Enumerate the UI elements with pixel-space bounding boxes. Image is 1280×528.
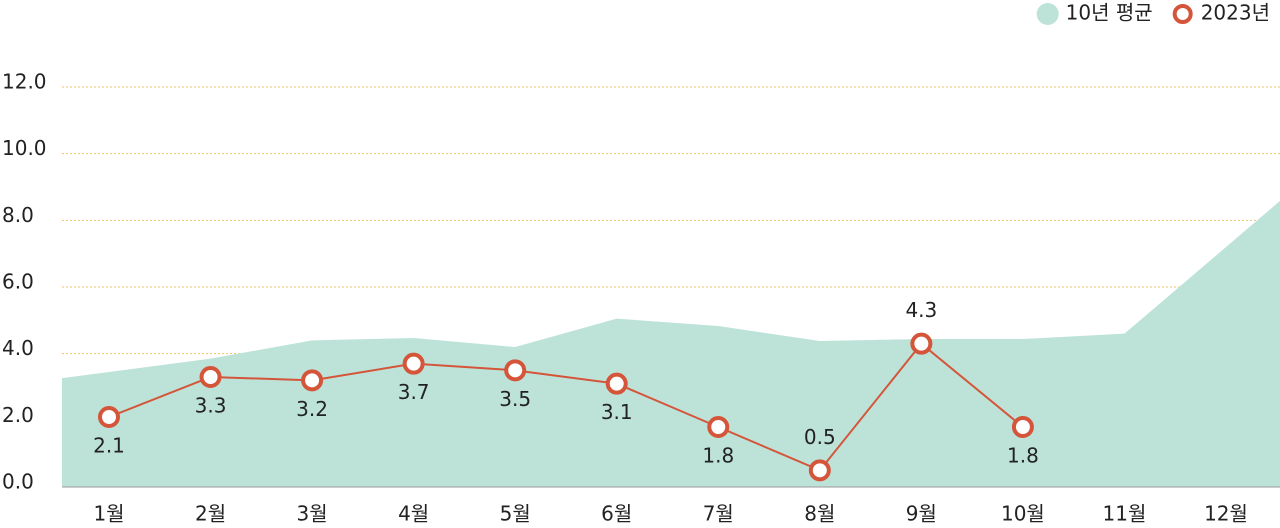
x-tick-label: 3월 bbox=[297, 502, 328, 526]
y-tick-label: 12.0 bbox=[2, 70, 47, 94]
point bbox=[605, 372, 628, 395]
x-tick-label: 11월 bbox=[1103, 502, 1147, 526]
data-label: 3.7 bbox=[398, 380, 430, 404]
x-tick-label: 1월 bbox=[93, 502, 124, 526]
legend-label: 2023년 bbox=[1201, 1, 1270, 25]
x-tick-label: 10월 bbox=[1001, 502, 1045, 526]
x-tick-label: 8월 bbox=[804, 502, 835, 526]
data-label: 1.8 bbox=[1007, 444, 1039, 468]
data-label: 3.2 bbox=[296, 397, 328, 421]
point bbox=[98, 406, 120, 428]
data-label: 3.5 bbox=[499, 387, 531, 411]
point bbox=[301, 369, 324, 392]
y-tick-label: 0.0 bbox=[2, 470, 34, 494]
data-label: 1.8 bbox=[702, 444, 734, 468]
point bbox=[808, 459, 831, 482]
legend-label: 10년 평균 bbox=[1066, 1, 1153, 25]
data-label: 4.3 bbox=[905, 298, 937, 322]
point bbox=[504, 359, 527, 382]
data-label: 3.1 bbox=[601, 400, 633, 424]
line bbox=[108, 342, 1024, 472]
y-tick-label: 8.0 bbox=[2, 203, 34, 227]
point bbox=[707, 416, 730, 438]
legend-swatch bbox=[1036, 3, 1059, 25]
point bbox=[910, 332, 933, 355]
legend-swatch bbox=[1172, 4, 1193, 24]
x-tick-label: 7월 bbox=[703, 502, 734, 526]
y-tick-label: 6.0 bbox=[2, 270, 34, 294]
point bbox=[1011, 416, 1034, 438]
x-tick-label: 5월 bbox=[500, 502, 531, 526]
x-tick-label: 2월 bbox=[195, 502, 226, 526]
point bbox=[402, 352, 425, 375]
y-tick-label: 2.0 bbox=[2, 403, 34, 427]
x-tick-label: 6월 bbox=[601, 502, 632, 526]
y-tick-label: 4.0 bbox=[2, 336, 34, 360]
data-label: 3.3 bbox=[195, 394, 227, 418]
data-label: 0.5 bbox=[804, 425, 836, 449]
point bbox=[199, 366, 222, 388]
x-tick-label: 12월 bbox=[1204, 502, 1248, 526]
data-label: 2.1 bbox=[93, 434, 125, 458]
x-tick-label: 4월 bbox=[398, 502, 429, 526]
area bbox=[62, 200, 1280, 487]
y-tick-label: 10.0 bbox=[2, 136, 47, 160]
x-tick-label: 9월 bbox=[906, 502, 937, 526]
